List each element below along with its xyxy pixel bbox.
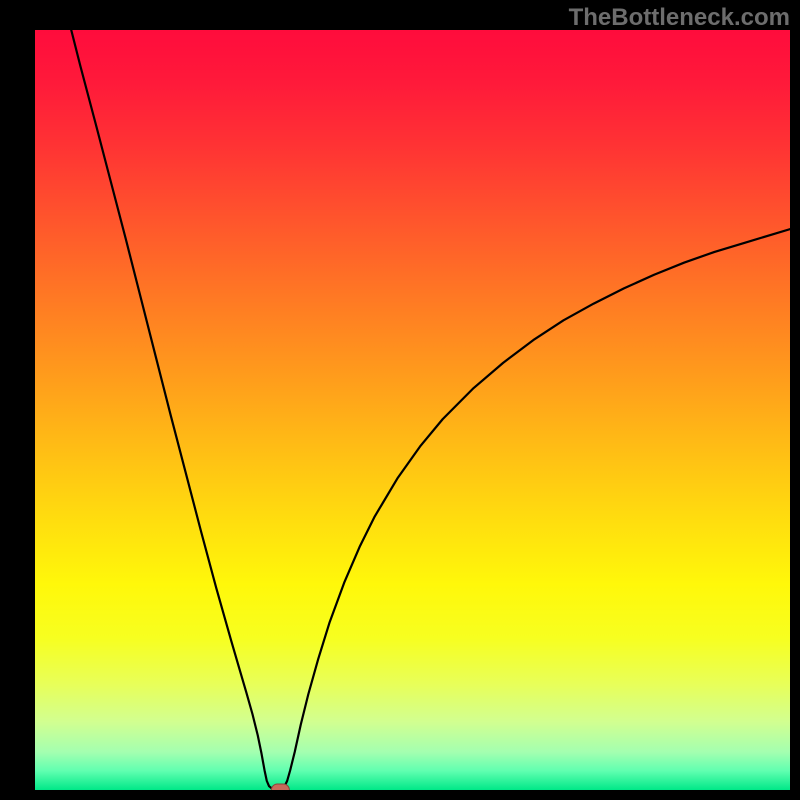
optimum-marker [271,784,289,796]
watermark-text: TheBottleneck.com [569,4,790,32]
chart-container: TheBottleneck.com [0,0,800,800]
bottleneck-chart [0,0,800,800]
gradient-background [35,30,790,790]
